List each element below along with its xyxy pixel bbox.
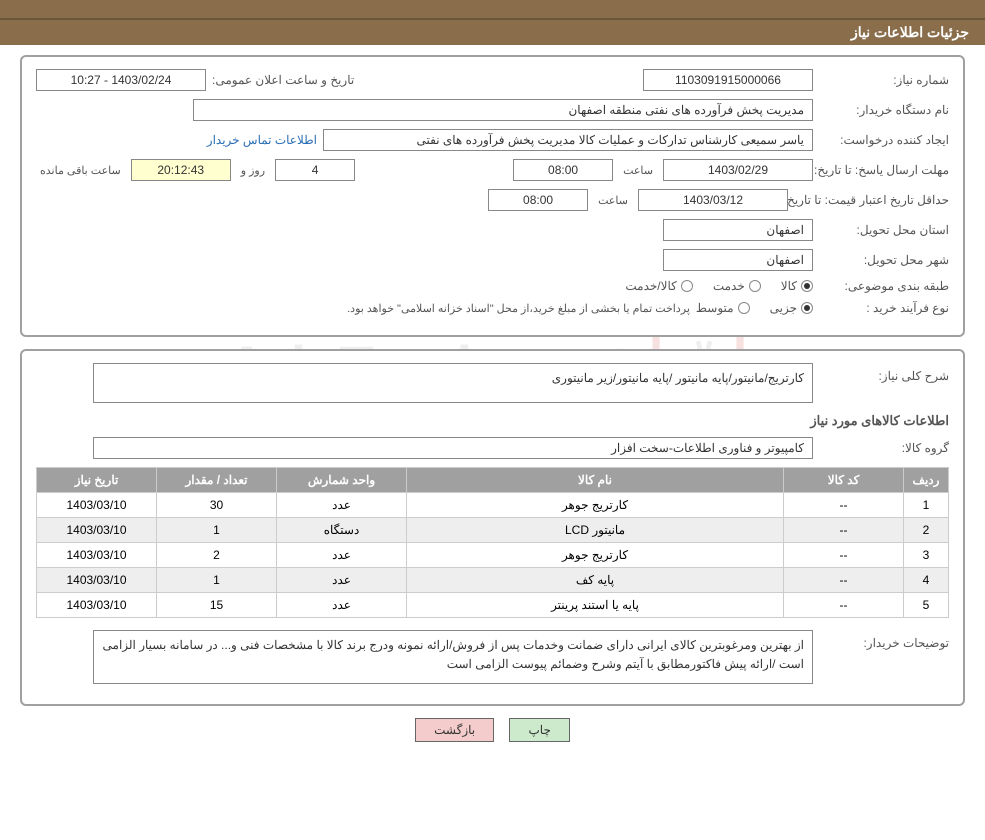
back-button[interactable]: بازگشت (415, 718, 494, 742)
city-label: شهر محل تحویل: (819, 253, 949, 267)
process-label: نوع فرآیند خرید : (819, 301, 949, 315)
table-row: 1--کارتریج جوهرعدد301403/03/10 (37, 493, 949, 518)
cell-qty: 1 (157, 518, 277, 543)
button-row: چاپ بازگشت (20, 718, 965, 742)
th-date: تاریخ نیاز (37, 468, 157, 493)
th-name: نام کالا (407, 468, 784, 493)
th-unit: واحد شمارش (277, 468, 407, 493)
cell-unit: عدد (277, 568, 407, 593)
day-and-label: روز و (241, 164, 265, 177)
need-desc-label: شرح کلی نیاز: (819, 363, 949, 383)
cell-idx: 5 (904, 593, 949, 618)
need-desc: کارتریج/مانیتور/پایه مانیتور /پایه مانیت… (93, 363, 813, 403)
reply-deadline-label: مهلت ارسال یاسخ: تا تاریخ: (819, 163, 949, 177)
cell-code: -- (784, 493, 904, 518)
cell-name: مانیتور LCD (407, 518, 784, 543)
cell-qty: 1 (157, 568, 277, 593)
table-row: 5--پایه یا استند پرینترعدد151403/03/10 (37, 593, 949, 618)
cell-code: -- (784, 593, 904, 618)
cell-qty: 15 (157, 593, 277, 618)
days-left: 4 (275, 159, 355, 181)
radio-goods-service-label: کالا/خدمت (625, 279, 676, 293)
radio-small[interactable]: جزیی (770, 301, 813, 315)
hours-remain-label: ساعت باقی مانده (40, 164, 121, 177)
reply-deadline-date: 1403/02/29 (663, 159, 813, 181)
need-number-label: شماره نیاز: (819, 73, 949, 87)
cell-code: -- (784, 518, 904, 543)
province: اصفهان (663, 219, 813, 241)
group-value: کامپیوتر و فناوری اطلاعات-سخت افزار (93, 437, 813, 459)
cell-date: 1403/03/10 (37, 543, 157, 568)
cell-idx: 2 (904, 518, 949, 543)
buyer-label: نام دستگاه خریدار: (819, 103, 949, 117)
cell-name: کارتریج جوهر (407, 543, 784, 568)
print-button[interactable]: چاپ (509, 718, 569, 742)
th-qty: تعداد / مقدار (157, 468, 277, 493)
radio-medium[interactable]: متوسط (696, 301, 750, 315)
cell-unit: عدد (277, 593, 407, 618)
notes-text: از بهترین ومرغوبترین کالای ایرانی دارای … (93, 630, 813, 684)
th-idx: ردیف (904, 468, 949, 493)
cell-idx: 4 (904, 568, 949, 593)
radio-goods-service[interactable]: کالا/خدمت (625, 279, 692, 293)
items-title: اطلاعات کالاهای مورد نیاز (36, 413, 949, 429)
radio-service-label: خدمت (713, 279, 745, 293)
category-label: طبقه بندی موضوعی: (819, 279, 949, 293)
province-label: استان محل تحویل: (819, 223, 949, 237)
table-row: 2--مانیتور LCDدستگاه11403/03/10 (37, 518, 949, 543)
cell-idx: 3 (904, 543, 949, 568)
cell-idx: 1 (904, 493, 949, 518)
process-desc: پرداخت تمام یا بخشی از مبلغ خرید،از محل … (347, 302, 690, 315)
reply-deadline-time: 08:00 (513, 159, 613, 181)
th-code: کد کالا (784, 468, 904, 493)
page-title: جزئیات اطلاعات نیاز (0, 20, 985, 45)
buyer-name: مدیریت پخش فرآورده های نفتی منطقه اصفهان (193, 99, 813, 121)
cell-date: 1403/03/10 (37, 593, 157, 618)
need-number: 1103091915000066 (643, 69, 813, 91)
info-section: شماره نیاز: 1103091915000066 تاریخ و ساع… (20, 55, 965, 337)
requester-name: یاسر سمیعی کارشناس تدارکات و عملیات کالا… (323, 129, 813, 151)
min-validity-date: 1403/03/12 (638, 189, 788, 211)
cell-unit: عدد (277, 543, 407, 568)
hours-left: 20:12:43 (131, 159, 231, 181)
radio-goods-label: کالا (781, 279, 797, 293)
top-bar (0, 0, 985, 20)
cell-date: 1403/03/10 (37, 493, 157, 518)
cell-date: 1403/03/10 (37, 518, 157, 543)
announce-label: تاریخ و ساعت اعلان عمومی: (212, 73, 354, 87)
radio-service[interactable]: خدمت (713, 279, 761, 293)
min-validity-label: حداقل تاریخ اعتبار قیمت: تا تاریخ: (794, 193, 949, 207)
notes-label: توضیحات خریدار: (819, 630, 949, 650)
radio-medium-label: متوسط (696, 301, 734, 315)
table-row: 4--پایه کفعدد11403/03/10 (37, 568, 949, 593)
radio-goods[interactable]: کالا (781, 279, 813, 293)
process-radios: جزیی متوسط (696, 301, 813, 315)
requester-label: ایجاد کننده درخواست: (819, 133, 949, 147)
category-radios: کالا خدمت کالا/خدمت (625, 279, 813, 293)
table-row: 3--کارتریج جوهرعدد21403/03/10 (37, 543, 949, 568)
cell-name: پایه کف (407, 568, 784, 593)
items-table: ردیف کد کالا نام کالا واحد شمارش تعداد /… (36, 467, 949, 618)
cell-unit: عدد (277, 493, 407, 518)
cell-code: -- (784, 568, 904, 593)
min-validity-time: 08:00 (488, 189, 588, 211)
radio-small-label: جزیی (770, 301, 797, 315)
cell-unit: دستگاه (277, 518, 407, 543)
hour-label-1: ساعت (623, 164, 653, 177)
table-header-row: ردیف کد کالا نام کالا واحد شمارش تعداد /… (37, 468, 949, 493)
cell-qty: 30 (157, 493, 277, 518)
hour-label-2: ساعت (598, 194, 628, 207)
announce-value: 1403/02/24 - 10:27 (36, 69, 206, 91)
cell-date: 1403/03/10 (37, 568, 157, 593)
city: اصفهان (663, 249, 813, 271)
cell-qty: 2 (157, 543, 277, 568)
cell-name: پایه یا استند پرینتر (407, 593, 784, 618)
cell-name: کارتریج جوهر (407, 493, 784, 518)
group-label: گروه کالا: (819, 441, 949, 455)
cell-code: -- (784, 543, 904, 568)
contact-link[interactable]: اطلاعات تماس خریدار (207, 133, 317, 147)
details-section: شرح کلی نیاز: کارتریج/مانیتور/پایه مانیت… (20, 349, 965, 706)
